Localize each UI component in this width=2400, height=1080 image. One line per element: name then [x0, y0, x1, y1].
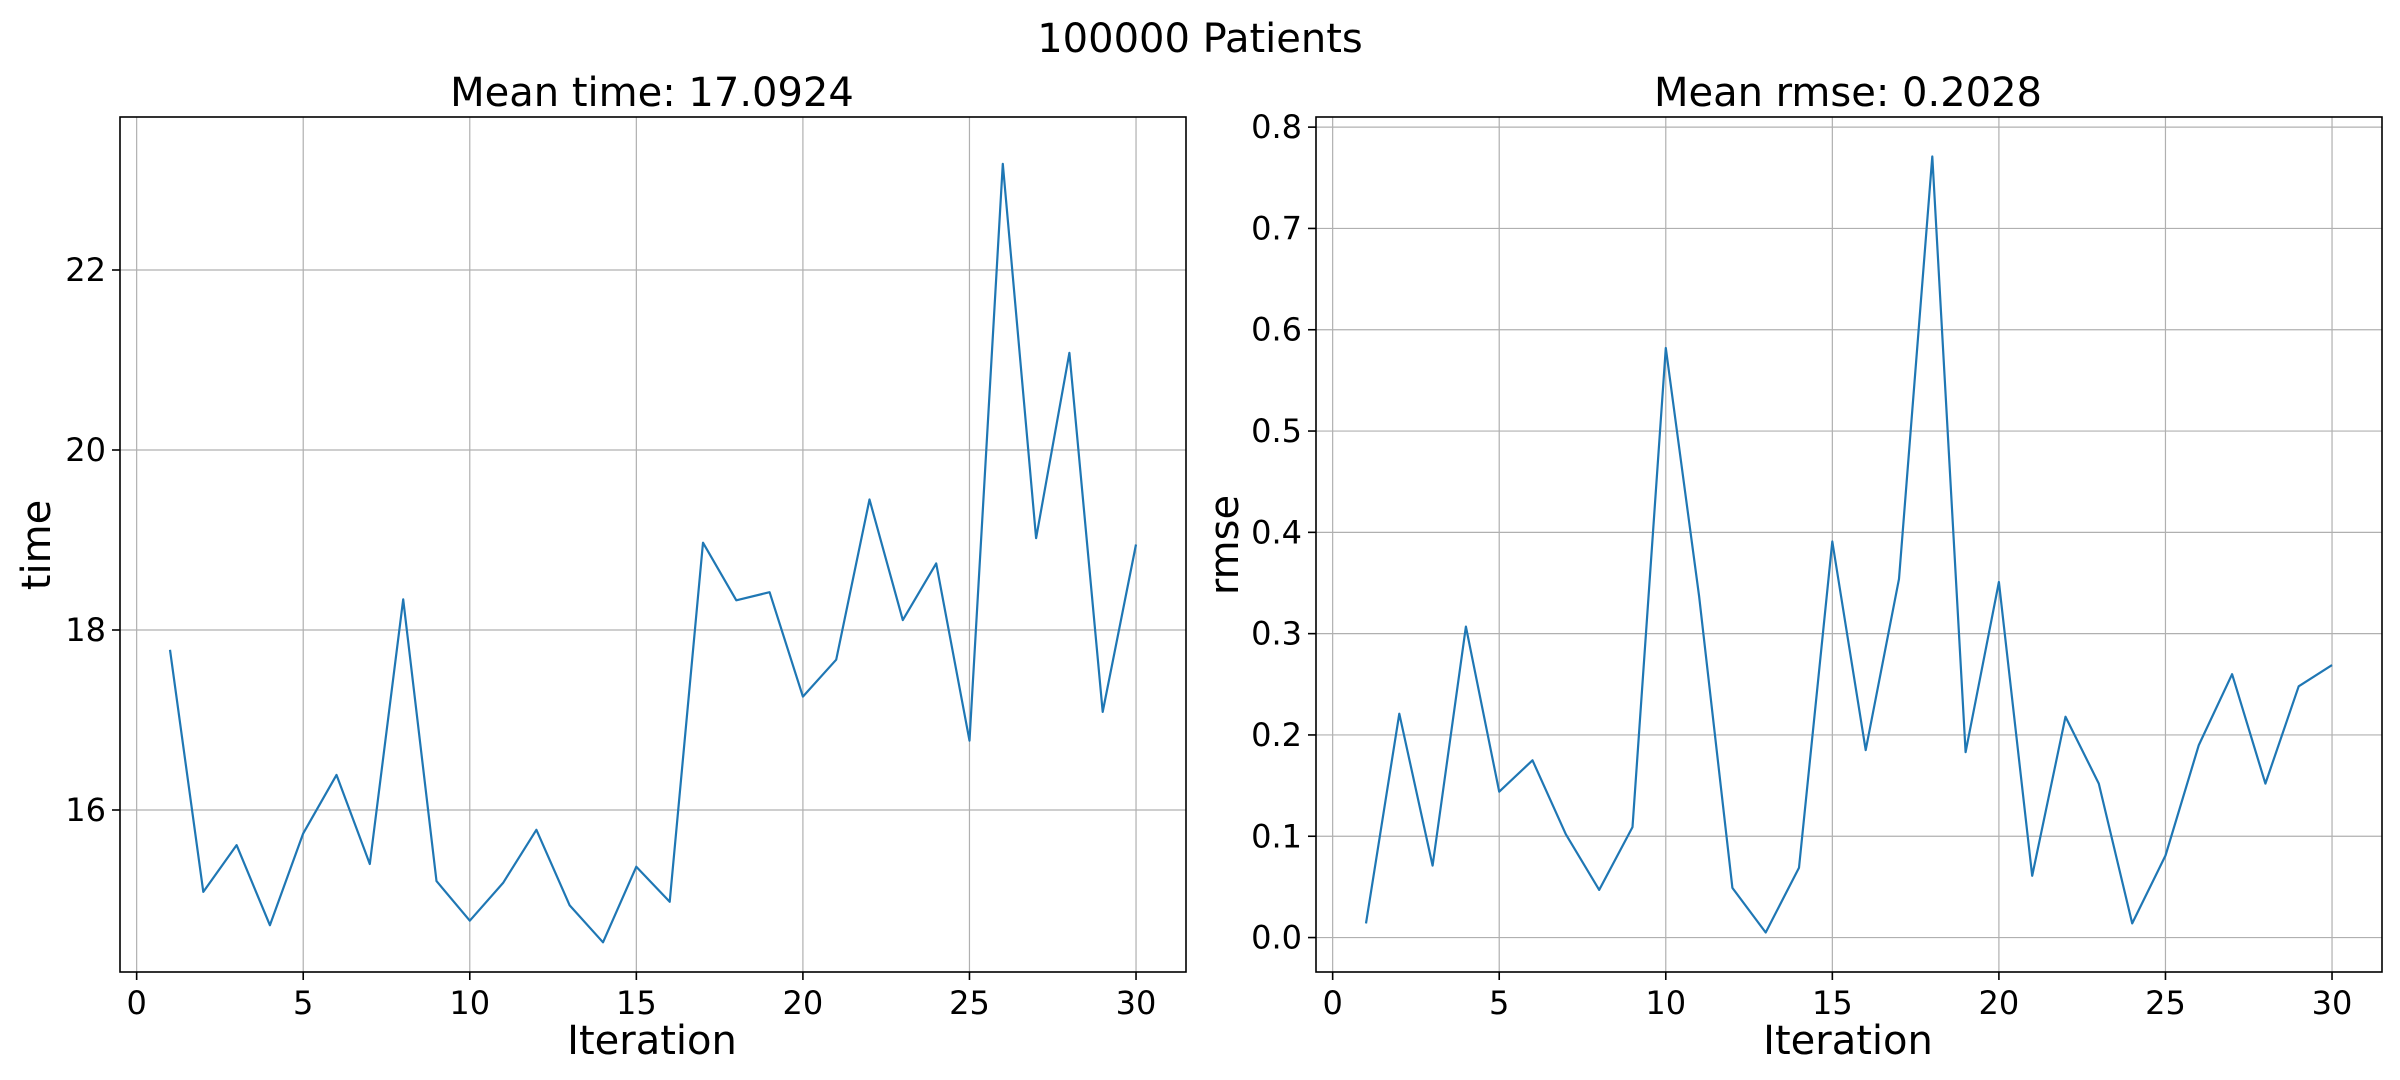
rmse-chart-ytick-label: 0.7: [1251, 209, 1302, 247]
rmse-chart-xtick-label: 25: [2145, 984, 2186, 1022]
rmse-chart-title: Mean rmse: 0.2028: [1654, 70, 2042, 116]
rmse-chart-xtick-label: 5: [1489, 984, 1509, 1022]
time-chart-xtick-label: 20: [783, 984, 824, 1022]
rmse-chart-ticks: 0 5 10 15 20 25 30 0.0 0.1 0.2 0.3 0.4 0.5 0.6 0.7 0.8: [1251, 108, 2352, 1022]
rmse-chart-xtick-label: 0: [1322, 984, 1342, 1022]
rmse-chart-series: [1364, 155, 2333, 934]
time-chart-xtick-label: 30: [1116, 984, 1157, 1022]
time-chart-ylabel: time: [14, 500, 60, 590]
rmse-chart-ytick-label: 0.4: [1251, 513, 1302, 551]
time-chart-title: Mean time: 17.0924: [450, 70, 854, 116]
rmse-chart-ytick-label: 0.5: [1251, 412, 1302, 450]
rmse-chart-ytick-label: 0.3: [1251, 615, 1302, 653]
rmse-chart-ytick-label: 0.1: [1251, 817, 1302, 855]
time-chart-ytick-label: 22: [65, 251, 106, 289]
time-chart-frame: [119, 116, 1187, 973]
rmse-chart-xtick-label: 30: [2312, 984, 2353, 1022]
time-chart-xtick-label: 10: [449, 984, 490, 1022]
rmse-chart-frame: [1315, 116, 2383, 973]
rmse-chart-gridlines: [1316, 117, 2382, 972]
time-chart: Mean time: 17.0924 0 5 10 15 20 25 3016182022 …: [14, 70, 1187, 1064]
time-chart-xtick-label: 25: [949, 984, 990, 1022]
time-chart-ytick-label: 20: [65, 431, 106, 469]
rmse-chart-xtick-label: 20: [1979, 984, 2020, 1022]
time-chart-xlabel: Iteration: [567, 1018, 737, 1064]
time-chart-ytick-label: 16: [65, 791, 106, 829]
time-chart-xtick-label: 15: [616, 984, 657, 1022]
time-chart-xtick-label: 0: [126, 984, 146, 1022]
rmse-chart-ytick-label: 0.8: [1251, 108, 1302, 146]
rmse-chart-xtick-label: 10: [1645, 984, 1686, 1022]
rmse-chart-xlabel: Iteration: [1763, 1018, 1933, 1064]
rmse-chart-ytick-label: 0.6: [1251, 311, 1302, 349]
rmse-chart-series-line: [1364, 155, 2333, 934]
time-chart-gridlines: [120, 117, 1186, 972]
rmse-chart-xtick-label: 15: [1812, 984, 1853, 1022]
rmse-chart-ylabel: rmse: [1202, 495, 1248, 595]
time-chart-ytick-label: 18: [65, 611, 106, 649]
figure-title: 100000 Patients: [1037, 16, 1363, 62]
rmse-chart-ytick-label: 0.2: [1251, 716, 1302, 754]
rmse-chart-ytick-label: 0.0: [1251, 919, 1302, 957]
time-chart-series-line: [168, 162, 1138, 944]
rmse-chart: Mean rmse: 0.2028 0 5 10 15 20 25 300.00.10.20…: [1202, 70, 2383, 1064]
time-chart-ticks: 0 5 10 15 20 25 30 16 18 20 22: [65, 251, 1156, 1022]
time-chart-xtick-label: 5: [293, 984, 313, 1022]
time-chart-series: [168, 162, 1138, 944]
